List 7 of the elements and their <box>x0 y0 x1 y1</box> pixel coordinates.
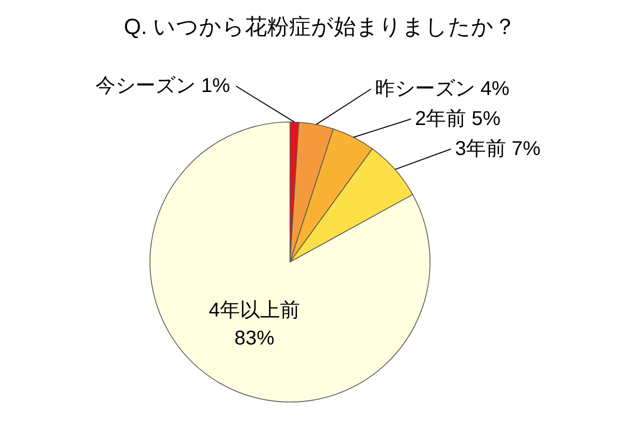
slice-label: 2年前 5% <box>415 108 501 130</box>
chart-title: Q. いつから花粉症が始まりましたか？ <box>124 14 516 39</box>
data-label: 83% <box>234 327 275 350</box>
slice-label: 3年前 7% <box>455 138 541 160</box>
slice-label: 4年以上前 <box>208 299 300 322</box>
slice-label: 昨シーズン 4% <box>375 78 510 100</box>
slice-label: 今シーズン 1% <box>96 75 230 98</box>
